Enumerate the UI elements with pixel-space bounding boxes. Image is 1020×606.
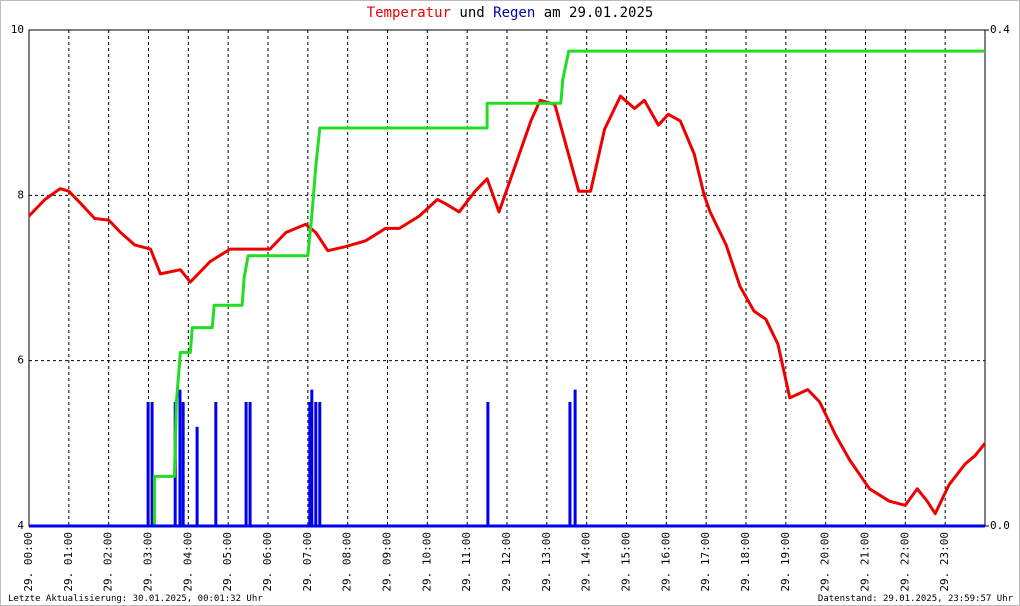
- rain-bar: [308, 402, 312, 526]
- x-tick-label: 29. 15:00: [620, 532, 633, 592]
- y2-tick-label: 0.0: [990, 519, 1010, 532]
- rain-bar: [314, 402, 318, 526]
- x-tick-label: 29. 19:00: [779, 532, 792, 592]
- plot: 29. 00:00 29. 01:00 29. 02:00 29. 03:00 29. …: [11, 23, 1010, 592]
- title-and: und: [459, 5, 484, 21]
- rain-bar: [214, 402, 218, 526]
- y-tick-label: 6: [17, 354, 24, 367]
- y2-tick-label: 0.4: [990, 23, 1010, 36]
- title-temperature: Temperatur: [367, 5, 451, 21]
- x-tick-label: 29. 11:00: [460, 532, 473, 592]
- x-tick-label: 29. 04:00: [181, 532, 194, 592]
- x-tick-label: 29. 21:00: [859, 532, 872, 592]
- y-tick-label: 10: [11, 23, 24, 36]
- rain-bar: [568, 402, 572, 526]
- x-tick-label: 29. 08:00: [341, 532, 354, 592]
- series-line: [27, 94, 987, 516]
- x-tick-label: 29. 05:00: [221, 532, 234, 592]
- rain-bar: [248, 402, 252, 526]
- rain-bar: [573, 389, 577, 526]
- x-tick-label: 29. 00:00: [22, 532, 35, 592]
- footer-right: Datenstand: 29.01.2025, 23:59:57 Uhr: [818, 594, 1014, 604]
- x-tick-label: 29. 17:00: [699, 532, 712, 592]
- x-tick-label: 29. 13:00: [540, 532, 553, 592]
- x-tick-label: 29. 09:00: [381, 532, 394, 592]
- title-date: am 29.01.2025: [544, 5, 654, 21]
- rain-bar: [486, 402, 490, 526]
- x-tick-label: 29. 06:00: [261, 532, 274, 592]
- rain-bar: [178, 389, 182, 526]
- rain-bar: [195, 426, 199, 526]
- x-tick-label: 29. 01:00: [62, 532, 75, 592]
- title-rain: Regen: [493, 5, 535, 21]
- x-tick-label: 29. 23:00: [938, 532, 951, 592]
- x-tick-label: 29. 07:00: [301, 532, 314, 592]
- x-tick-label: 29. 03:00: [142, 532, 155, 592]
- x-tick-label: 29. 02:00: [102, 532, 115, 592]
- y-tick-label: 8: [17, 188, 24, 201]
- series-line: [29, 49, 985, 528]
- rain-bar: [318, 402, 322, 526]
- chart-title: Temperatur und Regen am 29.01.2025: [367, 5, 654, 21]
- rain-bar: [181, 402, 185, 526]
- rain-bar: [310, 389, 314, 526]
- x-tick-label: 29. 20:00: [819, 532, 832, 592]
- x-tick-label: 29. 10:00: [420, 532, 433, 592]
- x-tick-label: 29. 22:00: [898, 532, 911, 592]
- x-tick-label: 29. 12:00: [500, 532, 513, 592]
- x-tick-label: 29. 16:00: [659, 532, 672, 592]
- rain-bar: [244, 402, 248, 526]
- rain-bar: [150, 402, 154, 526]
- x-tick-label: 29. 18:00: [739, 532, 752, 592]
- y-tick-label: 4: [17, 519, 24, 532]
- x-tick-label: 29. 14:00: [580, 532, 593, 592]
- footer-left: Letzte Aktualisierung: 30.01.2025, 00:01…: [8, 594, 263, 604]
- rain-bar: [146, 402, 150, 526]
